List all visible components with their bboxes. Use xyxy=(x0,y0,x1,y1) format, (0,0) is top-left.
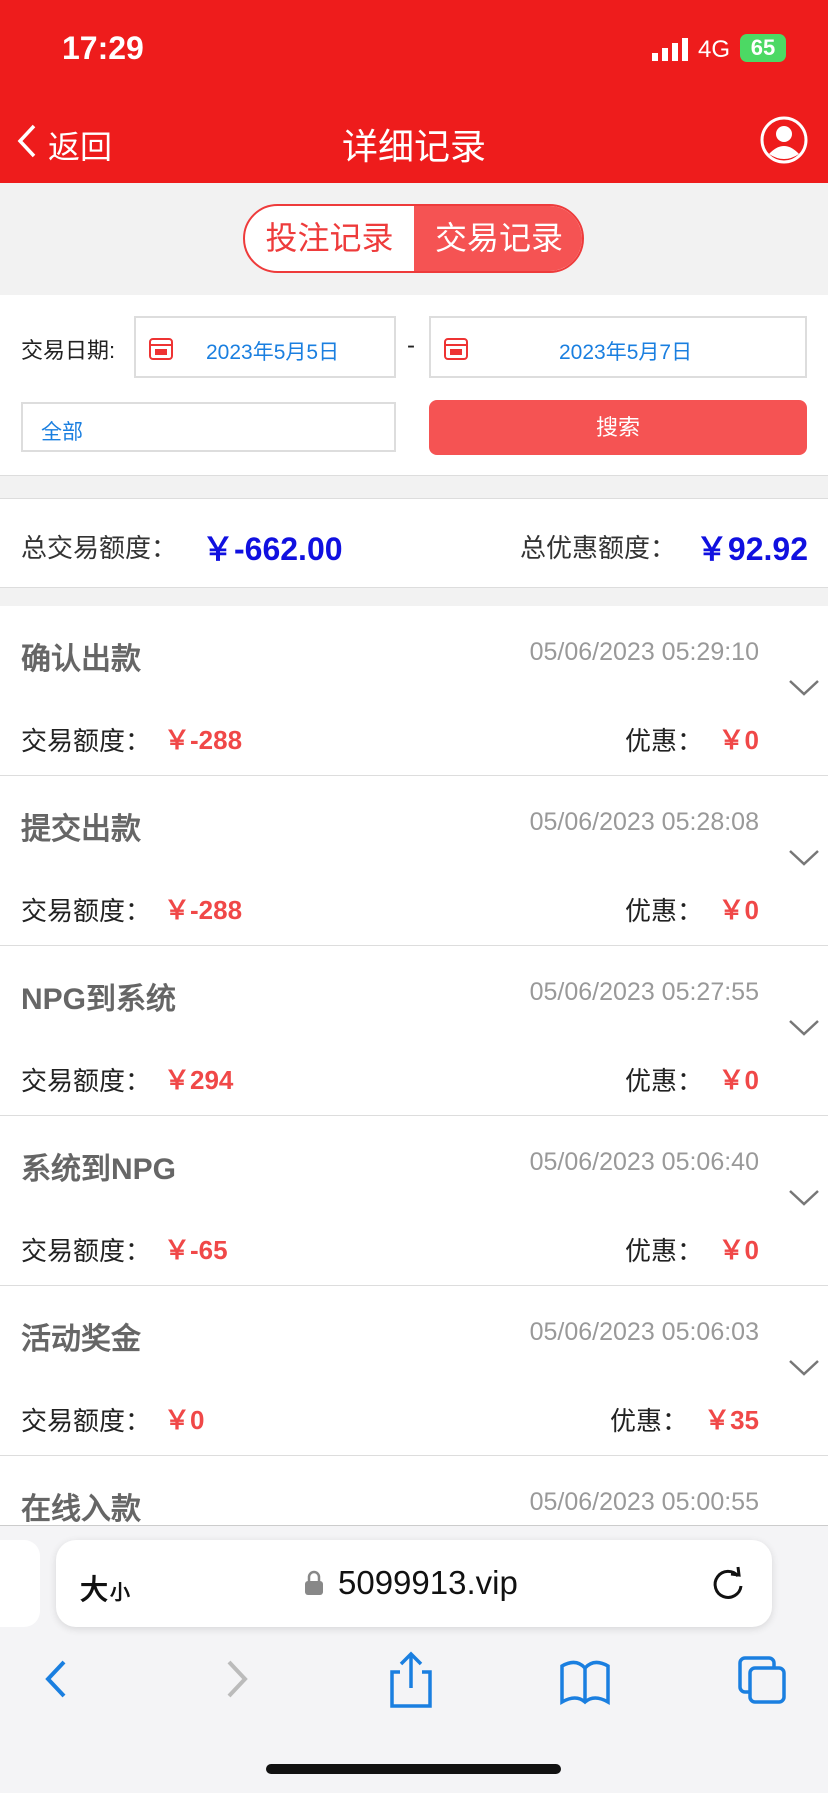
record-title: 提交出款 xyxy=(21,813,141,846)
expand-chevron[interactable] xyxy=(788,678,820,698)
record-list: 确认出款 05/06/2023 05:29:10 交易额度： ￥-288 ￥0 优惠： 提交… xyxy=(0,606,828,1525)
chevron-line xyxy=(789,1020,819,1036)
back-icon[interactable] xyxy=(16,124,38,158)
prev-tab-preview[interactable] xyxy=(0,1540,40,1627)
lock-icon xyxy=(305,1570,323,1595)
discount-label: 总优惠额度： xyxy=(520,533,677,563)
start-date[interactable]: 2023年5月5日 xyxy=(134,316,396,378)
amount: ￥-65 xyxy=(164,1235,228,1265)
amount-label: 交易额度： xyxy=(21,1406,152,1436)
discount-label: 优惠： xyxy=(609,1406,688,1436)
profile-icon[interactable] xyxy=(760,116,808,164)
chevron-line xyxy=(789,1190,819,1206)
expand-chevron[interactable] xyxy=(788,1188,820,1208)
discount: ￥0 xyxy=(718,725,759,755)
calendar-icon xyxy=(444,338,468,360)
tab-switch: 投注记录 交易记录 xyxy=(243,204,584,273)
amount-label: 交易额度： xyxy=(21,896,152,926)
home-indicator xyxy=(266,1764,561,1774)
discount: ￥0 xyxy=(718,1065,759,1095)
end-date[interactable]: 2023年5月7日 xyxy=(429,316,807,378)
record-time: 05/06/2023 05:28:08 xyxy=(529,808,759,836)
header xyxy=(0,0,828,183)
amount: ￥-288 xyxy=(164,895,243,925)
amount: ￥294 xyxy=(164,1065,234,1095)
total-value: ￥-662.00 xyxy=(202,531,343,567)
calendar-icon xyxy=(149,338,173,360)
record-title: 确认出款 xyxy=(21,643,141,676)
browser-toolbar xyxy=(45,1651,786,1708)
amount-label: 交易额度： xyxy=(21,726,152,756)
tabs-button[interactable] xyxy=(738,1656,786,1704)
share-button[interactable] xyxy=(390,1651,432,1708)
summary-panel xyxy=(0,498,828,588)
discount-label: 优惠： xyxy=(624,726,703,756)
tab[interactable]: 投注记录 xyxy=(265,220,394,256)
text-size-large[interactable]: 大 xyxy=(80,1574,109,1605)
record-time: 05/06/2023 05:06:03 xyxy=(529,1318,759,1346)
chevron-line xyxy=(789,680,819,696)
date-separator: - xyxy=(407,332,415,359)
record-time: 05/06/2023 05:29:10 xyxy=(529,638,759,666)
bookmarks-button[interactable] xyxy=(560,1660,610,1706)
record[interactable]: 确认出款 05/06/2023 05:29:10 交易额度： ￥-288 ￥0 优惠： xyxy=(0,606,828,776)
amount-label: 交易额度： xyxy=(21,1236,152,1266)
address-bar[interactable]: 大 小 5099913.vip xyxy=(56,1540,772,1627)
record-time: 05/06/2023 05:00:55 xyxy=(529,1488,759,1516)
expand-chevron[interactable] xyxy=(788,1018,820,1038)
record[interactable]: 系统到NPG 05/06/2023 05:06:40 交易额度： ￥-65 ￥0 优惠： xyxy=(0,1116,828,1286)
record[interactable]: 提交出款 05/06/2023 05:28:08 交易额度： ￥-288 ￥0 优惠： xyxy=(0,776,828,946)
discount-label: 优惠： xyxy=(624,1236,703,1266)
network: 4G xyxy=(698,36,731,63)
record-title: 在线入款 xyxy=(21,1493,141,1525)
amount: ￥0 xyxy=(164,1405,205,1435)
search-button[interactable]: 搜索 xyxy=(429,400,807,455)
text-size-small[interactable]: 小 xyxy=(110,1582,130,1604)
record[interactable]: NPG到系统 05/06/2023 05:27:55 交易额度： ￥294 ￥0 优惠： xyxy=(0,946,828,1116)
end-date-text: 2023年5月7日 xyxy=(559,341,693,364)
date-label: 交易日期: xyxy=(21,338,116,363)
discount: ￥0 xyxy=(718,1235,759,1265)
url: 5099913.vip xyxy=(338,1564,518,1601)
record-time: 05/06/2023 05:06:40 xyxy=(529,1148,759,1176)
expand-chevron[interactable] xyxy=(788,1358,820,1378)
start-date-text: 2023年5月5日 xyxy=(206,341,340,364)
discount-label: 优惠： xyxy=(624,1066,703,1096)
discount: ￥0 xyxy=(718,895,759,925)
expand-chevron[interactable] xyxy=(788,848,820,868)
record-title: 活动奖金 xyxy=(21,1323,141,1356)
amount-label: 交易额度： xyxy=(21,1066,152,1096)
page-title: 详细记录 xyxy=(341,126,486,167)
record-title: 系统到NPG xyxy=(21,1153,177,1186)
chevron-line xyxy=(789,1360,819,1376)
discount-label: 优惠： xyxy=(624,896,703,926)
record[interactable]: 在线入款 05/06/2023 05:00:55 xyxy=(0,1456,828,1525)
tab-active[interactable]: 交易记录 xyxy=(414,206,582,271)
type-select[interactable]: 全部 xyxy=(21,402,396,452)
total-label: 总交易额度： xyxy=(21,533,178,563)
record[interactable]: 活动奖金 05/06/2023 05:06:03 交易额度： ￥0 ￥35 优惠： xyxy=(0,1286,828,1456)
battery: 65 xyxy=(740,34,786,62)
signal-icon xyxy=(652,38,688,61)
record-time: 05/06/2023 05:27:55 xyxy=(529,978,759,1006)
forward-nav[interactable] xyxy=(227,1660,248,1698)
discount: ￥35 xyxy=(704,1405,759,1435)
discount-value: ￥92.92 xyxy=(695,531,808,567)
amount: ￥-288 xyxy=(164,725,243,755)
time: 17:29 xyxy=(62,30,144,66)
record-title: NPG到系统 xyxy=(21,983,177,1016)
back-nav[interactable] xyxy=(45,1660,66,1698)
chevron-line xyxy=(789,850,819,866)
reload-icon[interactable] xyxy=(710,1566,746,1602)
back-button[interactable]: 返回 xyxy=(48,129,113,165)
